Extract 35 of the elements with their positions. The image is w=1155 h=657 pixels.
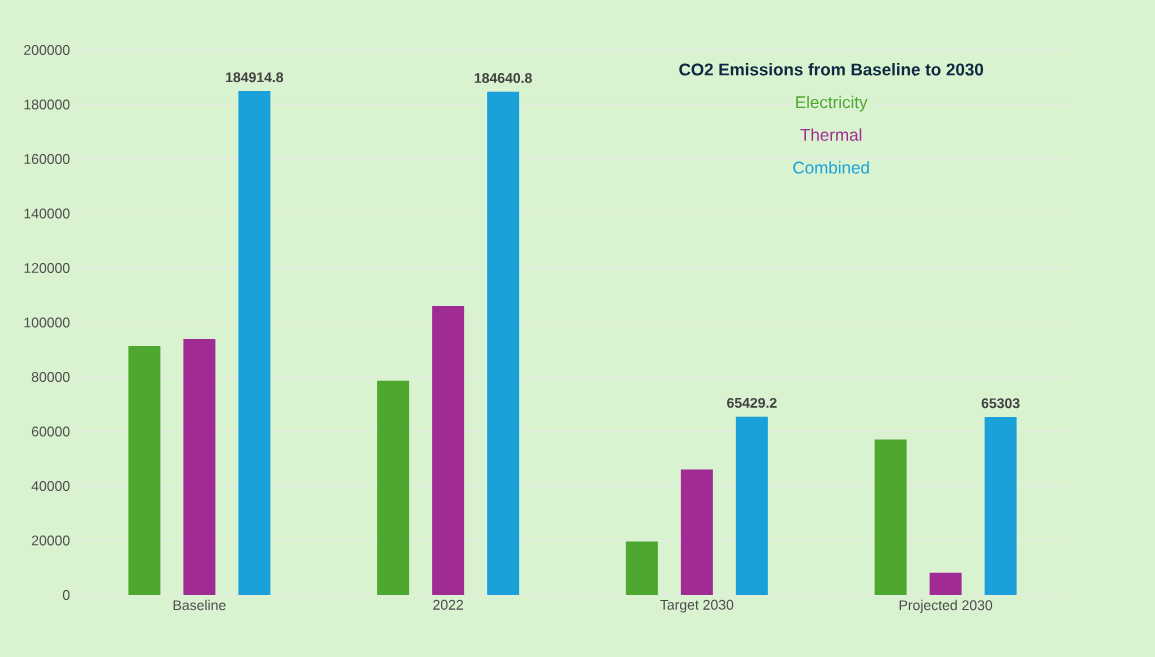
y-tick-label: 80000 [31, 372, 70, 382]
bar [183, 339, 216, 595]
bar [929, 572, 962, 595]
bar [377, 380, 410, 595]
y-tick-label: 100000 [24, 317, 70, 328]
data-label: 184640.8 [474, 73, 532, 83]
bar [680, 469, 713, 595]
text: Combined [793, 161, 869, 174]
bar [487, 91, 520, 595]
text: Thermal [800, 128, 862, 141]
y-tick-label: 0 [62, 590, 70, 600]
y-tick-label: 180000 [24, 99, 70, 110]
data-label: 65429.2 [727, 397, 777, 408]
text: CO2 Emissions from Baseline to 2030 [679, 63, 984, 76]
y-tick-label: 160000 [24, 154, 70, 164]
y-tick-label: 20000 [31, 535, 70, 546]
x-tick-label: Projected 2030 [899, 599, 993, 613]
bar [432, 305, 465, 595]
y-tick-label: 200000 [24, 45, 70, 55]
bar [128, 345, 161, 595]
bar [874, 439, 907, 595]
y-tick-label: 140000 [24, 208, 70, 219]
y-tick-label: 60000 [31, 426, 70, 437]
x-tick-label: Baseline [173, 599, 226, 611]
y-tick-label: 120000 [24, 263, 70, 273]
data-label: 65303 [981, 398, 1020, 409]
data-label: 184914.8 [226, 72, 284, 83]
bar [625, 541, 658, 595]
bar [238, 91, 271, 595]
bar [984, 417, 1017, 595]
x-tick-label: 2022 [433, 599, 463, 610]
x-tick-label: Target 2030 [660, 599, 734, 613]
text: Electricity [796, 95, 868, 112]
bar [735, 416, 768, 595]
y-tick-label: 40000 [31, 481, 70, 491]
